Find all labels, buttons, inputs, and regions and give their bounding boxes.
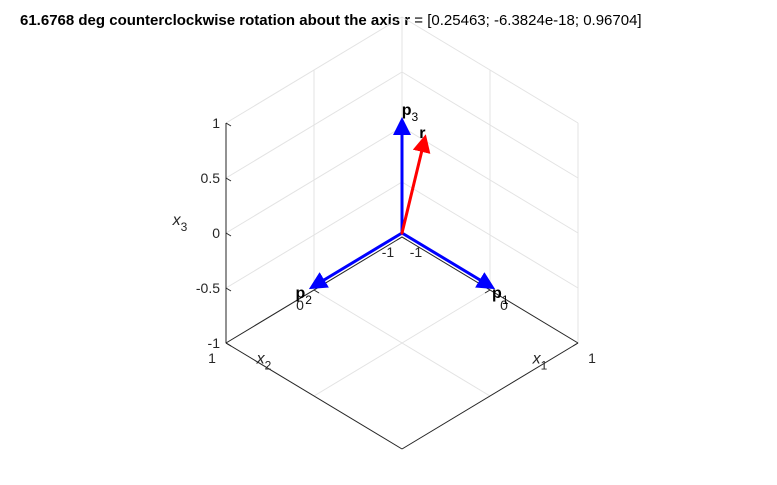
tick-labels: -1-0.500.51-101-101 <box>196 115 596 366</box>
x3-tick <box>225 232 232 237</box>
x3-tick-label: 0.5 <box>201 170 221 186</box>
x3-tick-label: -1 <box>208 335 221 351</box>
vector-label-r: r <box>419 125 425 142</box>
x2-tick <box>225 342 232 347</box>
x2-tick <box>401 236 408 241</box>
axis-labels: x1 x2 x3 <box>172 212 548 372</box>
x2-tick-label: 0 <box>296 297 304 313</box>
vector-label-p3: p3 <box>402 102 419 124</box>
x3-tick-label: -0.5 <box>196 280 220 296</box>
floor-edge <box>225 342 403 450</box>
vector-label-p2: p2 <box>295 285 312 307</box>
floor-edge <box>401 342 579 450</box>
x2-tick-label: 1 <box>208 350 216 366</box>
x3-tick <box>225 287 232 292</box>
x1-tick-label: 0 <box>500 297 508 313</box>
x1-tick <box>396 236 403 241</box>
x1-tick <box>572 342 579 347</box>
vector-p1 <box>400 231 496 290</box>
chart-title: 61.6768 deg counterclockwise rotation ab… <box>20 12 642 29</box>
x1-tick-label: -1 <box>410 244 423 260</box>
title-suffix: = [0.25463; -6.3824e-18; 0.96704] <box>410 12 642 29</box>
x2-tick <box>313 289 320 294</box>
x1-tick <box>484 289 491 294</box>
vectors <box>308 117 496 290</box>
x3-tick <box>225 122 232 127</box>
vector-labels: p1 p2 p3r <box>295 102 508 307</box>
vector-r <box>400 134 431 235</box>
x2-axis-label: x2 <box>256 350 272 372</box>
x2-tick-label: -1 <box>382 244 395 260</box>
x3-tick-label: 0 <box>212 225 220 241</box>
x1-axis-label: x1 <box>532 350 548 372</box>
title-prefix: 61.6768 deg counterclockwise rotation ab… <box>20 12 405 29</box>
grid-line <box>313 289 491 397</box>
vector-p2 <box>308 231 404 290</box>
x1-tick-label: 1 <box>588 350 596 366</box>
x3-tick <box>225 177 232 182</box>
x3-tick-label: 1 <box>212 115 220 131</box>
vector-label-p1: p1 <box>492 285 509 307</box>
x3-axis-label: x3 <box>172 212 188 234</box>
